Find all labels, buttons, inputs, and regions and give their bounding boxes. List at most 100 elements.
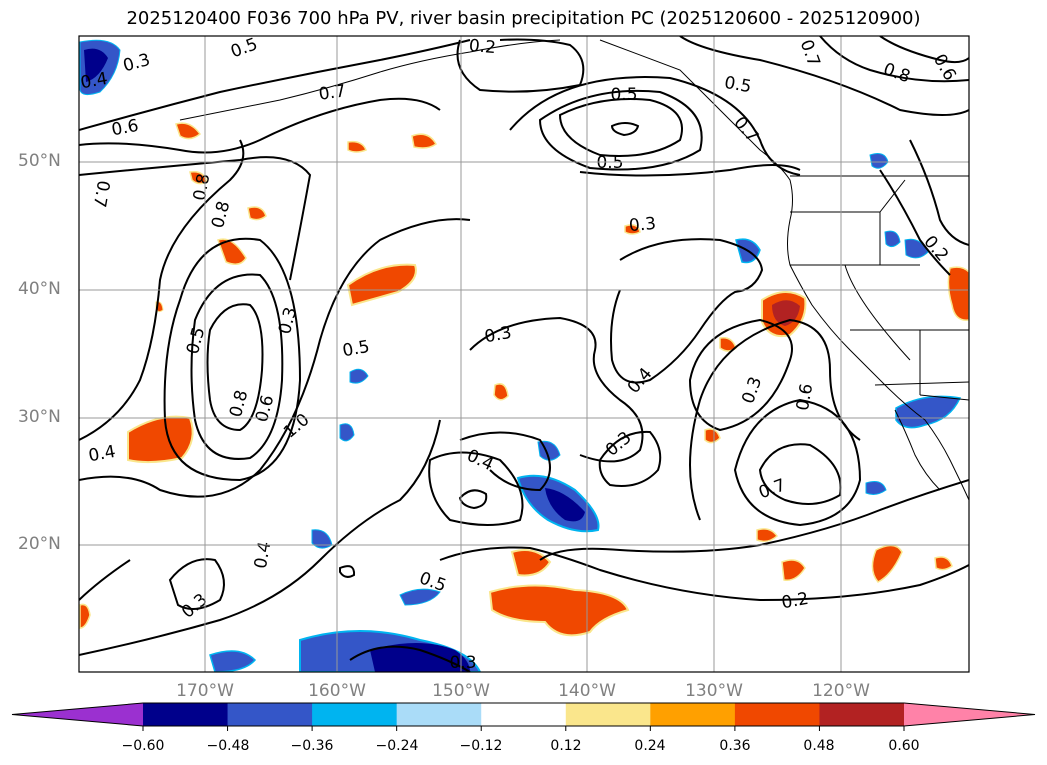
gulf-of-california — [894, 409, 941, 491]
lon-label-170w: 170°W — [176, 681, 234, 701]
pv-contour — [689, 318, 861, 521]
neg-precip-area — [370, 643, 470, 672]
neg-precip-area — [84, 48, 108, 82]
colorbar — [11, 702, 1036, 731]
colorbar-tick: 0.36 — [719, 738, 751, 754]
contour-label: 1.0 — [280, 410, 314, 443]
contour-label: 0.4 — [87, 442, 117, 466]
contour-label: 0.3 — [628, 214, 657, 236]
lat-label-50n: 50°N — [18, 151, 61, 171]
colorbar-segment — [734, 703, 820, 726]
contour-label: 0.6 — [793, 382, 817, 412]
pos-precip-area — [127, 415, 194, 464]
pos-precip-area — [493, 383, 509, 401]
pv-contour — [428, 451, 524, 526]
pos-precip-area — [247, 206, 267, 221]
pos-precip-area — [934, 556, 953, 571]
colorbar-segment — [565, 703, 651, 726]
lat-label-30n: 30°N — [18, 407, 61, 427]
pos-precip-area — [947, 266, 969, 321]
contour-label: 0.8 — [881, 59, 913, 87]
pv-contour — [598, 430, 662, 487]
lon-label-130w: 130°W — [685, 681, 743, 701]
contour-label: 0.3 — [121, 50, 152, 76]
pv-contour — [79, 39, 471, 131]
pos-precip-area — [871, 544, 903, 583]
lon-label-160w: 160°W — [308, 681, 366, 701]
state-border — [844, 264, 911, 361]
contour-label: 0.5 — [723, 73, 753, 97]
colorbar-tick: 0.24 — [634, 738, 666, 754]
pv-contour — [458, 489, 488, 510]
neg-precip-area — [349, 368, 369, 384]
colorbar-tick: 0.12 — [550, 738, 582, 754]
pv-contours — [79, 36, 969, 672]
contour-label: 0.7 — [318, 81, 348, 105]
pv-contour — [509, 76, 801, 176]
lon-label-120w: 120°W — [812, 681, 870, 701]
alaska-coast — [179, 39, 561, 121]
pos-precip-area — [704, 428, 721, 444]
contour-label: 0.7 — [796, 37, 824, 69]
pv-contour — [459, 431, 551, 492]
pv-contour — [79, 218, 471, 498]
contour-label: 0.4 — [79, 69, 109, 93]
pv-contour — [539, 479, 969, 561]
contour-label: 0.2 — [780, 589, 810, 613]
map-frame — [78, 35, 970, 673]
state-border — [919, 394, 969, 401]
pv-contour — [610, 122, 640, 137]
pos-precip-area — [189, 170, 208, 185]
colorbar-segment — [650, 703, 736, 726]
colorbar-tick: −0.60 — [121, 738, 165, 754]
contour-label: 0.3 — [449, 653, 476, 673]
colorbar-segment — [396, 703, 482, 726]
pos-precip-area — [488, 584, 630, 637]
pv-contour — [610, 238, 764, 384]
coastlines — [179, 39, 969, 501]
contour-label: 0.6 — [110, 116, 140, 140]
colorbar-tick: −0.24 — [375, 738, 419, 754]
pv-contour — [469, 316, 644, 463]
contour-label: 0.5 — [610, 85, 637, 105]
pv-contour — [758, 443, 842, 505]
colorbar-segment — [819, 703, 905, 726]
colorbar-tick: 0.48 — [803, 738, 835, 754]
pv-contour — [579, 164, 801, 177]
pv-contour — [819, 36, 969, 83]
pv-contour — [339, 565, 356, 578]
state-border — [879, 179, 906, 213]
colorbar-segment — [312, 703, 398, 726]
neg-precip-area — [545, 488, 585, 522]
pv-contour — [733, 398, 862, 527]
colorbar-tick: −0.36 — [290, 738, 334, 754]
precipitation-shading — [79, 39, 969, 672]
lat-label-20n: 20°N — [18, 534, 61, 554]
pv-contour — [206, 303, 264, 432]
contour-label: 0.5 — [341, 337, 371, 361]
colorbar-tick: −0.12 — [459, 738, 503, 754]
pv-contour — [168, 558, 225, 610]
pos-precip-area — [411, 133, 437, 149]
contour-label: 0.2 — [919, 232, 952, 266]
colorbar-segment — [227, 703, 313, 726]
map-title: 2025120400 F036 700 hPa PV, river basin … — [126, 8, 921, 29]
pos-precip-area — [347, 140, 367, 153]
lon-label-140w: 140°W — [558, 681, 616, 701]
contour-label: 0.8 — [190, 172, 214, 202]
contour-label: 0.7 — [89, 179, 113, 209]
pv-contour — [879, 36, 969, 64]
pv-contour — [558, 98, 683, 157]
pv-contour — [909, 139, 969, 246]
contour-label: 0.5 — [596, 153, 623, 173]
pos-precip-area — [217, 238, 247, 265]
pv-contour — [688, 318, 793, 432]
neg-precip-area — [869, 153, 889, 169]
neg-precip-area — [895, 395, 962, 429]
pv-contour — [538, 89, 703, 171]
pv-contour — [79, 156, 312, 281]
pv-contour — [349, 645, 471, 672]
pv-contour — [879, 169, 951, 276]
contour-label: 0.3 — [483, 323, 513, 347]
